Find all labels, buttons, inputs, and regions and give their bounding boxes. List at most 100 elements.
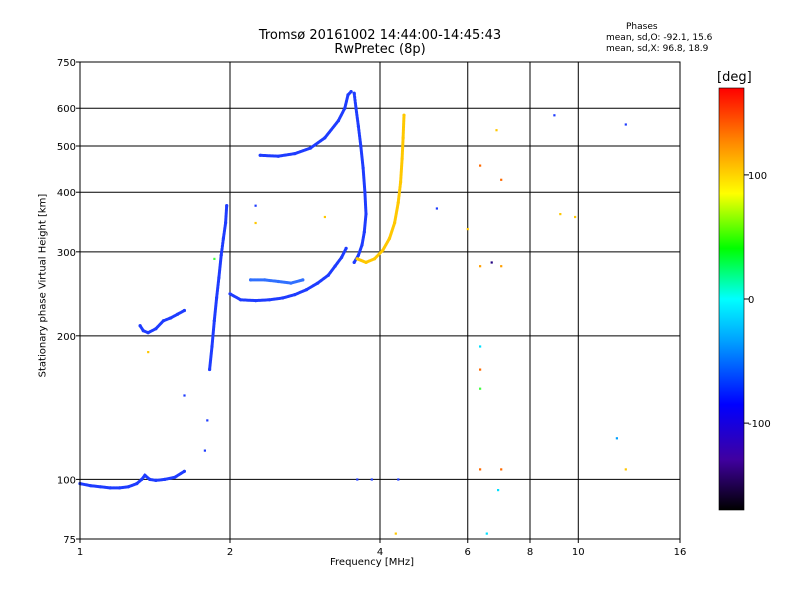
- echo-point: [393, 221, 397, 225]
- echo-point: [148, 477, 152, 481]
- echo-point: [400, 157, 404, 161]
- echo-trace: [258, 90, 353, 158]
- echo-point: [253, 299, 258, 303]
- echo-point: [356, 124, 360, 128]
- echo-point: [276, 279, 280, 284]
- echo-point: [99, 485, 103, 489]
- echo-trace: [352, 91, 368, 264]
- echo-point: [352, 91, 356, 95]
- echo-point: [141, 329, 145, 333]
- echo-marker: [490, 261, 493, 264]
- echo-point: [239, 298, 243, 302]
- echo-point: [228, 292, 232, 296]
- x-tick-label: 4: [377, 547, 383, 558]
- echo-point: [126, 485, 130, 489]
- echo-point: [225, 204, 229, 208]
- echo-point: [163, 477, 167, 481]
- echo-point: [362, 230, 366, 234]
- x-tick-label: 1: [77, 547, 83, 558]
- x-axis-label: Frequency [MHz]: [330, 557, 415, 568]
- echo-point: [363, 190, 367, 194]
- echo-point: [154, 478, 158, 482]
- y-tick-label: 500: [57, 142, 76, 153]
- echo-point: [182, 308, 186, 313]
- echo-marker: [370, 478, 373, 481]
- echo-trace: [228, 246, 348, 303]
- echo-point: [138, 324, 142, 328]
- y-tick-label: 400: [57, 188, 76, 199]
- echo-point: [301, 278, 305, 282]
- echo-marker: [497, 489, 500, 492]
- echo-point: [215, 296, 219, 300]
- echo-point: [352, 260, 356, 264]
- echo-point: [293, 293, 297, 297]
- echo-marker: [206, 419, 209, 422]
- echo-point: [323, 136, 327, 140]
- echo-point: [217, 275, 221, 280]
- colorbar: [718, 87, 745, 511]
- echo-point: [344, 246, 348, 250]
- echo-point: [117, 486, 122, 490]
- echo-point: [305, 288, 309, 292]
- echo-point: [176, 312, 180, 316]
- echo-point: [387, 236, 392, 240]
- echo-marker: [203, 449, 206, 452]
- echo-point: [361, 166, 365, 170]
- echo-point: [208, 367, 212, 372]
- echo-point: [399, 180, 403, 184]
- echo-marker: [479, 265, 482, 268]
- echo-point: [249, 278, 253, 282]
- echo-point: [346, 93, 350, 97]
- echo-point: [224, 221, 228, 225]
- echo-point: [333, 264, 337, 268]
- echo-marker: [500, 265, 503, 268]
- echo-point: [276, 154, 280, 158]
- phases-x-stats: mean, sd,X: 96.8, 18.9: [606, 44, 708, 54]
- x-tick-label: 6: [465, 547, 471, 558]
- colorbar-tick-label: -100: [748, 419, 771, 430]
- echo-point: [372, 257, 377, 261]
- phases-o-label: mean, sd,O:: [606, 33, 661, 43]
- colorbar-tick-label: 100: [748, 171, 767, 182]
- x-tick-label: 10: [572, 547, 585, 558]
- chart-subtitle: RwPretec (8p): [334, 42, 426, 57]
- echo-point: [396, 201, 400, 205]
- echo-point: [336, 119, 340, 123]
- echo-point: [182, 469, 186, 473]
- echo-point: [263, 278, 267, 282]
- echo-point: [219, 253, 223, 257]
- echo-marker: [624, 468, 627, 471]
- colorbar-tick-label: 0: [748, 295, 754, 306]
- echo-point: [258, 153, 262, 157]
- echo-marker: [559, 213, 562, 216]
- echo-marker: [254, 204, 257, 207]
- echo-marker: [495, 129, 498, 132]
- echo-marker: [183, 394, 186, 397]
- colorbar-ticks: 100 0 -100: [744, 171, 771, 430]
- y-tick-label: 750: [57, 58, 76, 69]
- echo-marker: [397, 478, 400, 481]
- echo-point: [316, 281, 320, 285]
- echo-marker: [356, 478, 359, 481]
- data-points: [78, 90, 627, 535]
- echo-point: [281, 296, 285, 300]
- echo-point: [402, 113, 406, 117]
- echo-marker: [479, 468, 482, 471]
- echo-marker: [394, 532, 397, 535]
- colorbar-label: [deg]: [717, 70, 752, 85]
- echo-point: [161, 319, 165, 323]
- echo-point: [364, 260, 368, 264]
- echo-point: [140, 477, 144, 481]
- echo-point: [210, 344, 214, 348]
- phases-title: Phases: [626, 22, 658, 32]
- y-tick-label: 600: [57, 104, 76, 115]
- echo-point: [135, 482, 139, 486]
- echo-point: [108, 486, 112, 490]
- grid-lines: [80, 62, 680, 539]
- echo-marker: [479, 164, 482, 167]
- echo-marker: [624, 123, 627, 126]
- echo-marker: [479, 387, 482, 390]
- echo-point: [308, 146, 312, 150]
- echo-marker: [500, 468, 503, 471]
- echo-marker: [147, 351, 150, 354]
